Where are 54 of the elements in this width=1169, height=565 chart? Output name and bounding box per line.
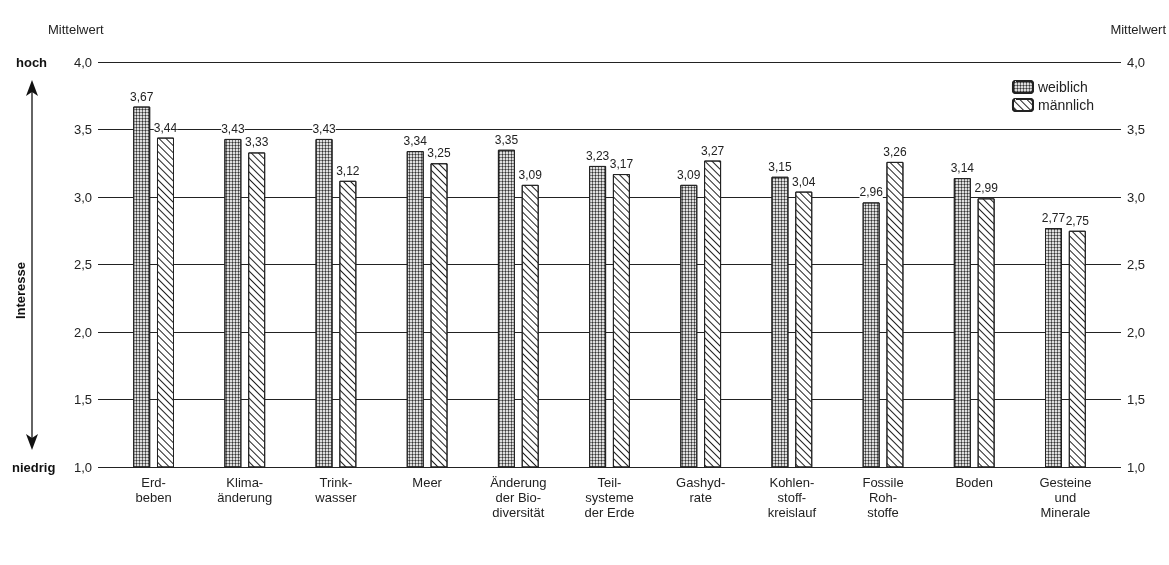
y2-tick-label: 2,5 xyxy=(1127,257,1146,272)
legend-label: männlich xyxy=(1037,97,1094,113)
text: niedrig xyxy=(12,460,56,475)
text: Interesse xyxy=(13,262,28,320)
x-tick-label: Teil- systeme der Erde xyxy=(584,475,635,520)
data-label: 3,09 xyxy=(518,167,543,182)
data-label: 3,15 xyxy=(768,159,792,174)
data-label: 3,43 xyxy=(221,121,245,136)
x-tick-label: Gashyd- rate xyxy=(676,475,726,505)
y-tick-label: 3,0 xyxy=(73,189,92,205)
data-label: 3,14 xyxy=(950,161,975,176)
data-label: 3,27 xyxy=(700,143,725,158)
y2-tick-label: 3,5 xyxy=(1127,122,1146,137)
y2-tick-label: 1,5 xyxy=(1127,392,1146,407)
y2-tick-label: 2,0 xyxy=(1127,324,1146,340)
data-label: 3,25 xyxy=(427,146,452,161)
y2-tick-label: 1,0 xyxy=(1127,459,1146,475)
data-label: 3,23 xyxy=(585,148,610,163)
x-tick-label: Klima- änderung xyxy=(217,475,273,505)
data-label: 3,33 xyxy=(244,135,269,150)
data-label: 3,17 xyxy=(609,157,634,172)
data-label: 3,34 xyxy=(403,134,428,149)
data-label: 2,77 xyxy=(1041,211,1066,226)
data-label: 3,12 xyxy=(336,163,360,178)
x-tick-label: Fossile Roh- stoffe xyxy=(862,475,904,520)
y-tick-label: 3,5 xyxy=(73,122,92,137)
y-tick-label: 4,0 xyxy=(73,54,92,70)
y-tick-label: 2,5 xyxy=(73,257,92,272)
x-tick-label: Erd- beben xyxy=(135,475,172,505)
y2-tick-label: 4,0 xyxy=(1127,54,1146,70)
x-tick-label: Kohlen- stoff- kreislauf xyxy=(767,475,817,520)
data-label: 3,43 xyxy=(312,121,337,136)
data-label: 3,04 xyxy=(792,174,816,189)
data-label: 3,35 xyxy=(494,132,519,147)
y2-tick-label: 3,0 xyxy=(1127,189,1146,205)
data-label: 3,44 xyxy=(153,120,178,135)
y-tick-label: 1,0 xyxy=(73,459,92,475)
data-label: 2,75 xyxy=(1065,213,1090,228)
data-label: 3,67 xyxy=(130,89,154,104)
data-label: 2,99 xyxy=(974,181,999,196)
y-tick-label: 1,5 xyxy=(73,392,92,407)
x-tick-label: Gesteine und Minerale xyxy=(1039,475,1092,520)
x-tick-label: Änderung der Bio- diversität xyxy=(490,475,547,520)
data-label: 2,96 xyxy=(859,185,884,200)
y-tick-label: 2,0 xyxy=(73,324,92,340)
x-tick-label: Meer xyxy=(412,475,443,490)
data-label: 3,26 xyxy=(883,144,907,159)
data-label: 3,09 xyxy=(677,167,701,182)
y-axis-title: Mittelwert xyxy=(48,22,105,37)
legend-label: weiblich xyxy=(1036,79,1088,95)
x-tick-label: Boden xyxy=(955,475,994,490)
x-tick-label: Trink- wasser xyxy=(314,475,358,505)
y2-axis-title: Mittelwert xyxy=(1110,22,1167,37)
text: hoch xyxy=(16,55,48,70)
